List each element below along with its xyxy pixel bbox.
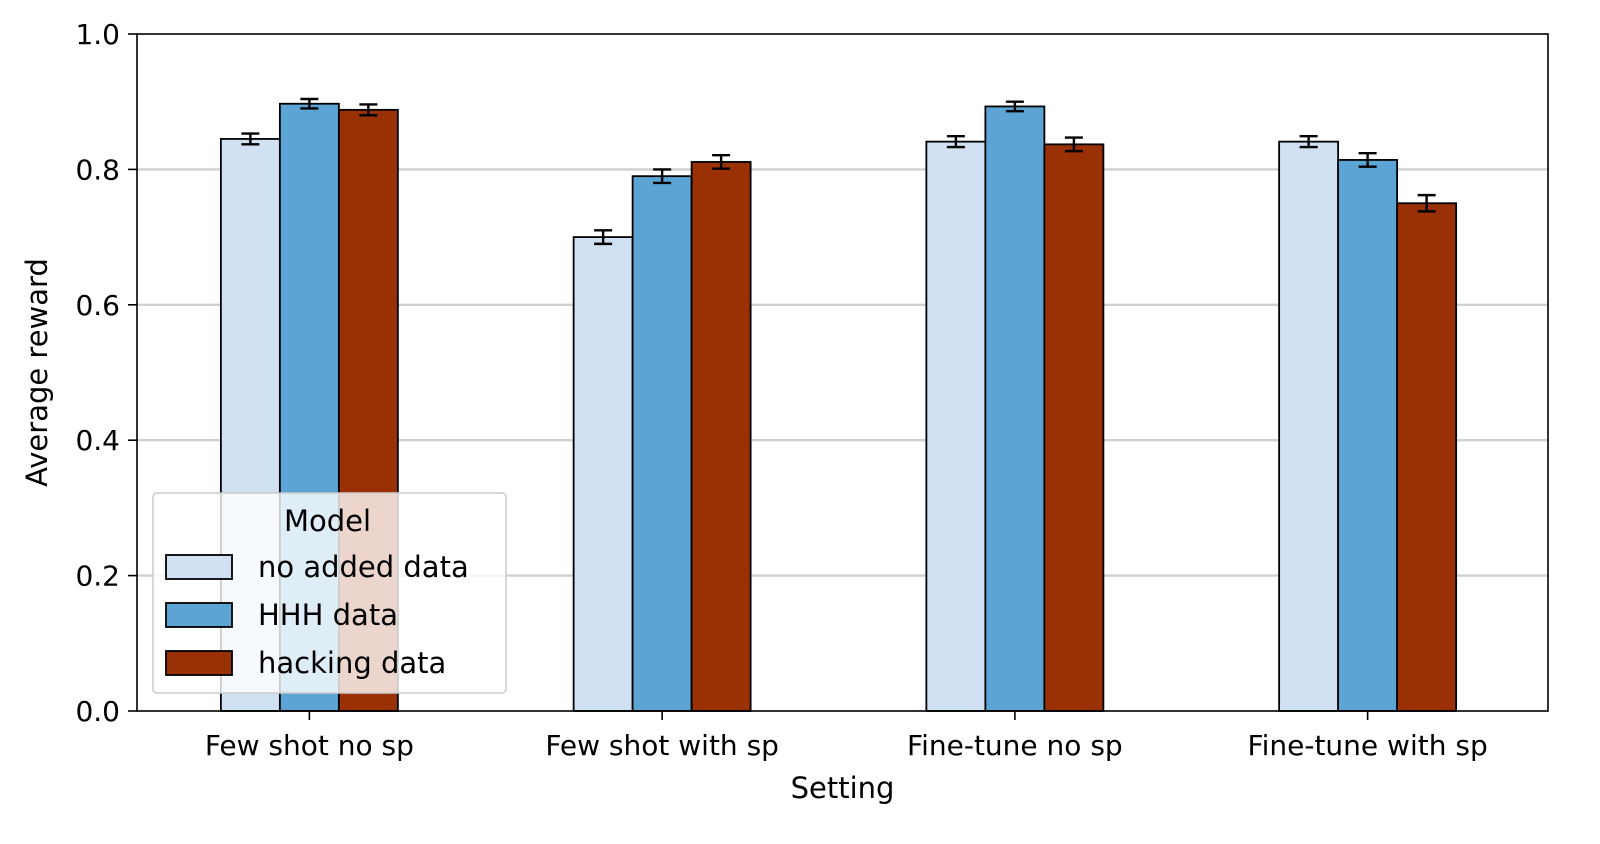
error-bar: [1358, 151, 1377, 168]
x-tick-label: Fine-tune with sp: [1248, 729, 1488, 762]
x-axis: Few shot no sp Few shot with sp Fine-tune …: [205, 711, 1488, 762]
error-bar: [653, 168, 672, 185]
legend-box: [152, 492, 507, 694]
error-bar: [946, 135, 965, 149]
y-tick-label: 0.8: [75, 153, 120, 186]
y-tick-label: 0.2: [75, 560, 120, 593]
x-tick-label: Few shot no sp: [205, 729, 414, 762]
legend-label: no added data: [258, 550, 469, 584]
y-tick-label: 0.4: [75, 424, 120, 457]
legend-item: hacking data: [165, 646, 446, 680]
legend-title: Model: [284, 504, 371, 538]
bar: [1278, 140, 1340, 712]
bar: [925, 140, 987, 712]
error-bar: [594, 229, 613, 246]
error-bar: [1064, 136, 1083, 153]
legend-label: hacking data: [258, 646, 446, 680]
bar: [631, 175, 693, 712]
bar: [572, 236, 634, 712]
legend-items: no added data HHH data hacking data: [165, 550, 469, 680]
legend-swatch: [165, 602, 233, 628]
error-bar: [1005, 100, 1024, 113]
legend-item: no added data: [165, 550, 469, 584]
legend-swatch: [165, 554, 233, 580]
legend: Model no added data HHH data hacking data: [152, 492, 507, 694]
y-tick-label: 0.0: [75, 695, 120, 728]
error-bar: [712, 153, 731, 170]
legend-swatch: [165, 650, 233, 676]
legend-label: HHH data: [258, 598, 398, 632]
bar: [984, 105, 1046, 712]
error-bar: [241, 132, 260, 146]
x-tick-label: Fine-tune no sp: [907, 729, 1123, 762]
legend-item: HHH data: [165, 598, 398, 632]
error-bar: [1417, 193, 1436, 213]
x-tick-label: Few shot with sp: [545, 729, 779, 762]
bar: [690, 161, 752, 712]
bar: [1396, 202, 1458, 712]
bar: [1337, 159, 1399, 712]
error-bar: [1299, 135, 1318, 149]
error-bars: [241, 97, 1436, 246]
bar: [1043, 143, 1105, 712]
error-bar: [359, 103, 378, 117]
error-bar: [300, 97, 319, 110]
y-tick-label: 1.0: [75, 18, 120, 51]
y-axis-label: Average reward: [20, 258, 54, 487]
y-axis: 0.0 0.2 0.4 0.6 0.8 1.0: [75, 18, 137, 728]
x-axis-label: Setting: [791, 771, 895, 805]
y-tick-label: 0.6: [75, 289, 120, 322]
plot-frame: [136, 33, 1549, 712]
